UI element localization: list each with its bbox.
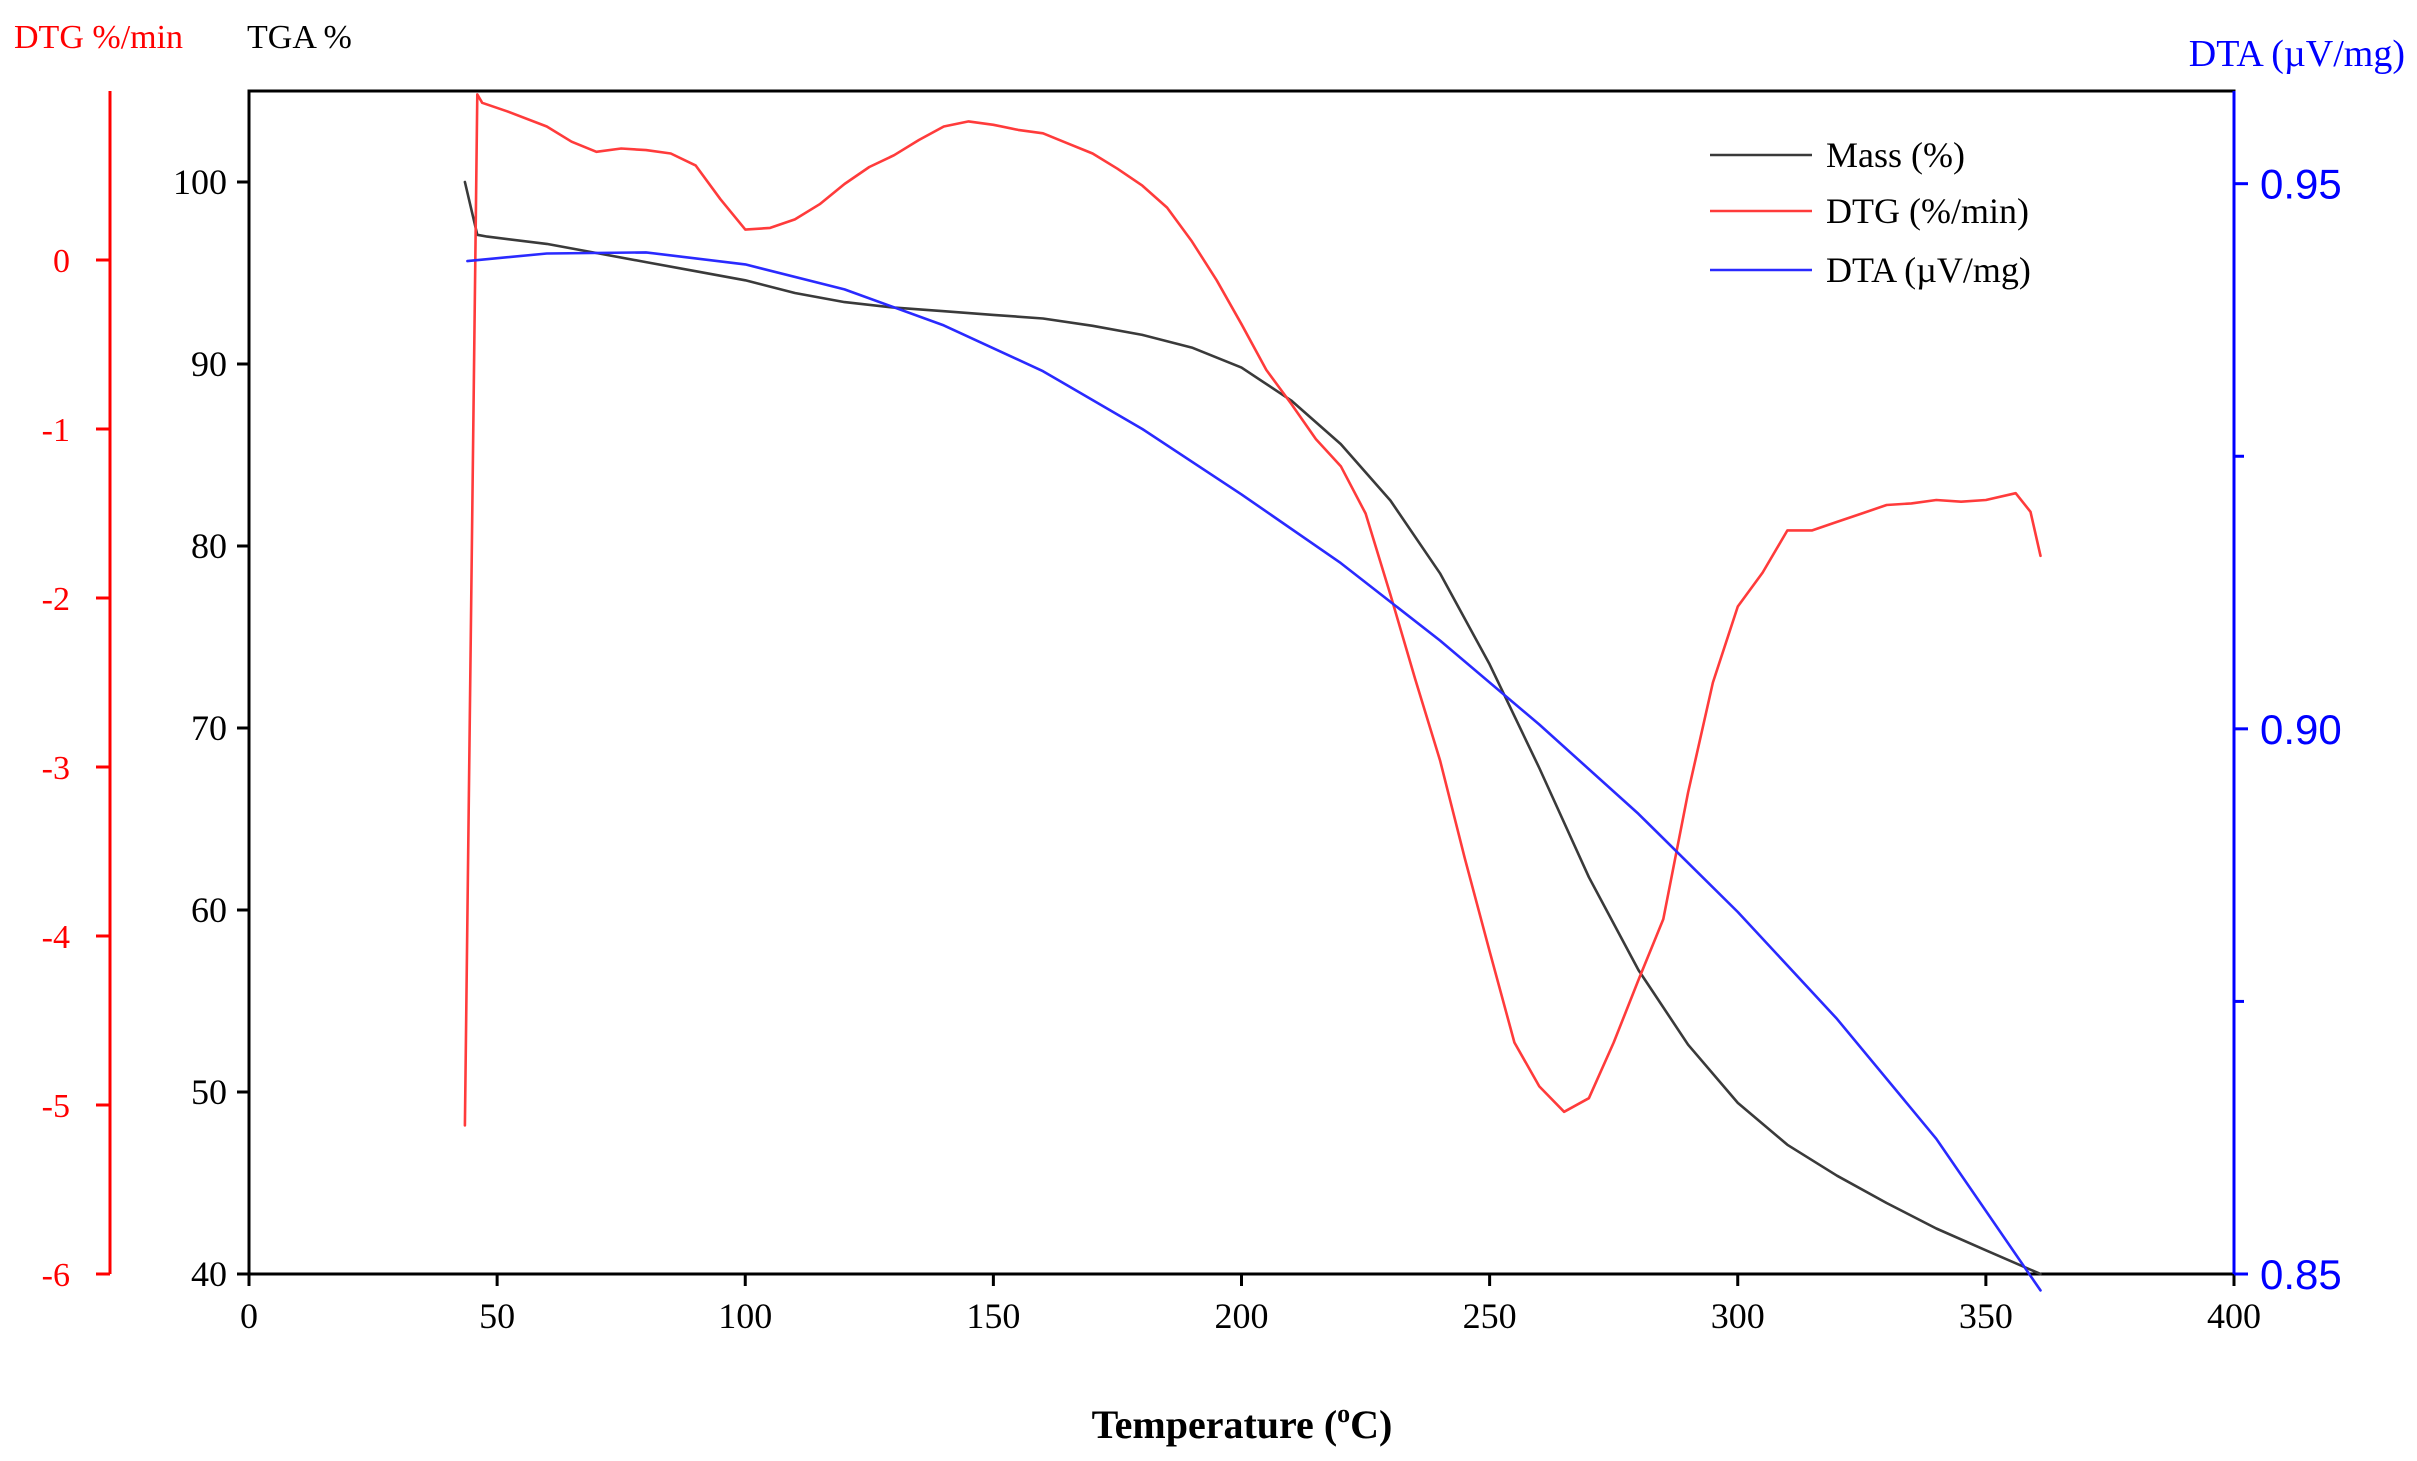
tga-tick-label: 70 xyxy=(191,708,227,748)
tga-axis-label: TGA % xyxy=(247,19,352,56)
tga-tick-label: 100 xyxy=(173,162,227,202)
x-tick-label: 200 xyxy=(1215,1296,1269,1336)
tga-tick-label: 40 xyxy=(191,1254,227,1294)
series-lines xyxy=(463,93,2042,1292)
legend-label-dta: DTA (µV/mg) xyxy=(1826,250,2031,290)
dtg-tick-label: -1 xyxy=(42,412,70,449)
x-axis-title-main: Temperature ( xyxy=(1092,1402,1338,1447)
x-tick-label: 350 xyxy=(1959,1296,2013,1336)
x-tick-label: 100 xyxy=(718,1296,772,1336)
series-line-dta xyxy=(466,251,2042,1292)
x-tick-label: 300 xyxy=(1711,1296,1765,1336)
tga-tick-label: 90 xyxy=(191,344,227,384)
dtg-axis-ticks: -6 -5 -4 -3 -2 -1 0 xyxy=(42,243,110,1294)
dta-tick-label: 0.90 xyxy=(2260,706,2342,753)
x-tick-label: 50 xyxy=(479,1296,515,1336)
dtg-tick-label: -5 xyxy=(42,1088,70,1125)
x-axis-title-end: C) xyxy=(1350,1402,1392,1447)
x-tick-label: 400 xyxy=(2207,1296,2261,1336)
dtg-tick-label: -6 xyxy=(42,1257,70,1294)
dtg-tick-label: 0 xyxy=(53,243,70,280)
x-tick-label: 250 xyxy=(1463,1296,1517,1336)
dtg-axis-label: DTG %/min xyxy=(14,19,183,56)
dtg-tick-label: -4 xyxy=(42,919,70,956)
dta-axis-ticks: 0.85 0.90 0.95 xyxy=(2234,161,2342,1298)
x-tick-label: 150 xyxy=(966,1296,1020,1336)
legend-label-mass: Mass (%) xyxy=(1826,135,1965,175)
tga-tick-label: 50 xyxy=(191,1072,227,1112)
tga-tick-label: 80 xyxy=(191,526,227,566)
x-axis-ticks: 0 50 100 150 200 250 300 350 400 xyxy=(240,1274,2261,1336)
series-line-mass xyxy=(463,180,2042,1276)
tga-axis-ticks: 40 50 60 70 80 90 100 xyxy=(173,162,249,1294)
dta-tick-label: 0.95 xyxy=(2260,161,2342,208)
dtg-tick-label: -3 xyxy=(42,750,70,787)
dtg-tick-label: -2 xyxy=(42,581,70,618)
dta-tick-label: 0.85 xyxy=(2260,1251,2342,1298)
legend: Mass (%) DTG (%/min) DTA (µV/mg) xyxy=(1710,135,2031,290)
dta-axis-label: DTA (µV/mg) xyxy=(2189,33,2405,75)
tga-tick-label: 60 xyxy=(191,890,227,930)
series-line-dtg xyxy=(463,93,2042,1127)
x-axis-title-sup: o xyxy=(1337,1399,1350,1428)
x-tick-label: 0 xyxy=(240,1296,258,1336)
legend-label-dtg: DTG (%/min) xyxy=(1826,191,2029,231)
x-axis-title: Temperature (oC) xyxy=(1092,1399,1393,1447)
